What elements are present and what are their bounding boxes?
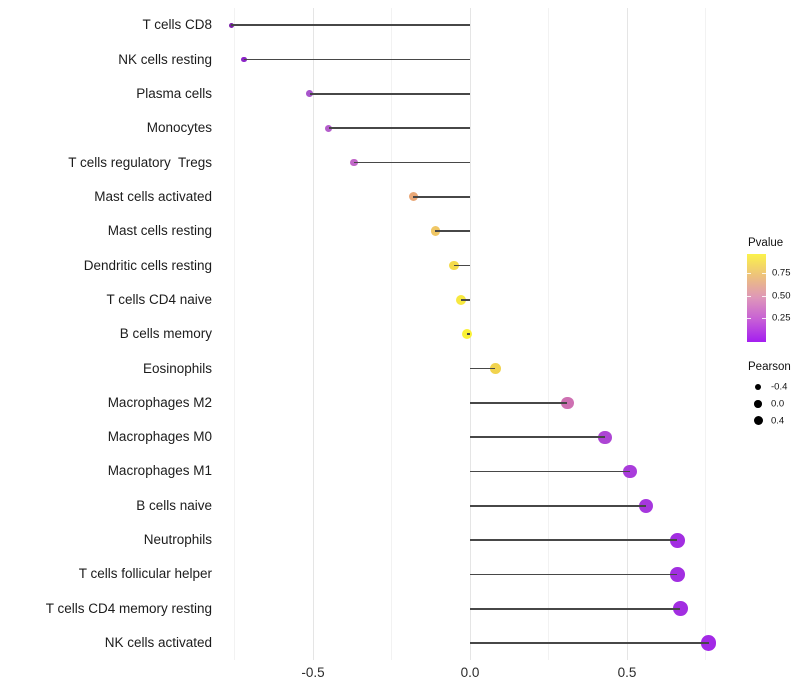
stem-line: [435, 230, 470, 232]
pvalue-tickmark: [747, 296, 751, 298]
stem-line: [328, 127, 470, 129]
pvalue-tickmark: [762, 296, 766, 298]
pearson-key-dot: [754, 400, 762, 408]
stem-line: [353, 161, 470, 164]
pvalue-tickmark: [747, 318, 751, 320]
data-point: [306, 90, 314, 98]
data-point: [561, 396, 574, 410]
category-label: Mast cells activated: [94, 188, 212, 204]
category-label: Plasma cells: [136, 85, 212, 101]
pvalue-tickmark: [762, 318, 766, 320]
pearson-key-label: -0.4: [771, 381, 788, 393]
stem-line: [470, 539, 678, 541]
stem-line: [470, 642, 709, 644]
gridline-minor: [705, 8, 706, 660]
x-tick-label: 0.5: [617, 665, 637, 680]
data-point: [449, 260, 460, 271]
category-label: Macrophages M1: [107, 463, 212, 479]
stem-line: [413, 196, 470, 198]
data-point: [669, 567, 685, 582]
stem-line: [470, 470, 631, 473]
stem-line: [460, 299, 470, 301]
category-label: T cells CD4 naive: [106, 291, 212, 307]
stem-line: [470, 505, 646, 507]
stem-line: [470, 402, 568, 404]
pearson-key-label: 0.0: [771, 398, 785, 410]
gridline-minor: [548, 8, 549, 660]
stem-line: [470, 608, 681, 610]
category-label: T cells CD4 memory resting: [45, 600, 212, 616]
gridline-major: [626, 8, 628, 660]
pearson-legend-title: Pearson: [748, 361, 791, 373]
stem-line: [470, 436, 606, 438]
gridline-major: [312, 8, 314, 660]
x-tick-label: -0.5: [301, 665, 325, 680]
pvalue-colorbar: [747, 254, 766, 342]
category-label: B cells memory: [119, 326, 212, 342]
category-label: B cells naive: [136, 497, 212, 513]
category-label: T cells follicular helper: [78, 566, 212, 582]
data-point: [349, 158, 358, 167]
data-point: [623, 464, 638, 479]
stem-line: [231, 24, 470, 26]
category-label: T cells CD8: [142, 17, 212, 33]
stem-line: [309, 93, 470, 95]
pvalue-legend-title: Pvalue: [748, 237, 784, 249]
data-point: [700, 635, 717, 651]
category-label: Dendritic cells resting: [83, 257, 212, 273]
stem-line: [466, 333, 470, 335]
data-point: [455, 294, 466, 305]
stem-line: [470, 573, 678, 576]
x-tick-label: 0.0: [460, 665, 480, 680]
category-label: Neutrophils: [143, 532, 212, 548]
pvalue-tickmark: [747, 273, 751, 275]
pearson-key-dot: [755, 384, 761, 390]
category-label: T cells regulatory Tregs: [68, 154, 212, 170]
category-label: Mast cells resting: [107, 223, 212, 239]
pearson-key-label: 0.4: [771, 415, 785, 427]
pvalue-tick-label: 0.50: [772, 290, 791, 302]
data-point: [408, 192, 418, 202]
category-label: Eosinophils: [142, 360, 212, 376]
pvalue-tick-label: 0.25: [772, 312, 791, 324]
category-label: NK cells resting: [118, 51, 212, 67]
category-label: Macrophages M2: [107, 394, 212, 410]
pvalue-tick-label: 0.75: [772, 267, 791, 279]
data-point: [489, 363, 501, 374]
data-point: [638, 498, 653, 513]
stem-line: [454, 264, 470, 267]
gridline-minor: [391, 8, 392, 660]
category-label: NK cells activated: [104, 635, 212, 651]
category-label: Macrophages M0: [107, 429, 212, 445]
gridline-minor: [234, 8, 235, 660]
data-point: [461, 329, 472, 340]
data-point: [228, 22, 234, 28]
stem-line: [470, 367, 496, 370]
stem-line: [243, 58, 470, 61]
category-label: Monocytes: [146, 120, 212, 136]
pearson-key-dot: [753, 416, 763, 426]
pvalue-tickmark: [762, 273, 766, 275]
data-point: [669, 532, 685, 548]
